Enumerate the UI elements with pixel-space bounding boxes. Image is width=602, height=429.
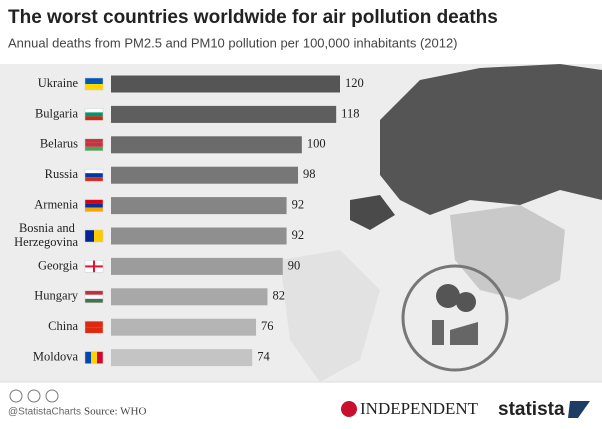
flag: [84, 108, 104, 121]
europe-shape: [350, 195, 395, 230]
flag-stripe: [85, 138, 103, 143]
cc-icons: [9, 389, 59, 403]
flag-stripe: [85, 290, 103, 295]
chart-subtitle: Annual deaths from PM2.5 and PM10 pollut…: [8, 35, 458, 50]
handle: @StatistaCharts: [8, 407, 81, 418]
cc-icon: [27, 389, 41, 403]
bar: [111, 75, 340, 93]
value-label: 98: [303, 167, 316, 181]
flag-stripe: [85, 321, 103, 328]
flag: [84, 138, 104, 152]
category-label: Armenia: [34, 197, 78, 211]
value-label: 90: [288, 258, 301, 272]
factory-icon: [432, 320, 478, 345]
russia-shape: [380, 64, 602, 215]
source: Source: WHO: [84, 406, 146, 418]
flag-stripe: [85, 203, 103, 208]
bar: [111, 227, 287, 245]
category-label: Moldova: [33, 349, 79, 363]
value-label: 76: [261, 319, 274, 333]
cc-icon: [9, 389, 23, 403]
category-label: Belarus: [40, 137, 78, 151]
flag-stripe: [97, 351, 103, 364]
cc-icon: [45, 389, 59, 403]
flag-cross: [85, 265, 103, 268]
bar: [111, 105, 337, 123]
value-label: 118: [341, 106, 359, 120]
flag: [84, 260, 104, 273]
value-label: 100: [307, 137, 326, 151]
flag-stripe: [85, 108, 103, 113]
flag-border: [84, 290, 104, 304]
smoke-icon: [456, 292, 476, 312]
bar: [111, 136, 302, 154]
flag-border: [84, 108, 104, 121]
value-label: 92: [292, 228, 305, 242]
flag-stripe: [85, 116, 103, 121]
flag: [84, 168, 104, 182]
bar: [111, 318, 257, 336]
flag-border: [84, 77, 104, 91]
flag-border: [84, 320, 104, 334]
flag-border: [84, 260, 104, 273]
flag: [84, 320, 104, 334]
flag-stripe: [85, 199, 103, 204]
flag-stripe: [85, 298, 103, 303]
flag: [84, 199, 104, 212]
category-label: Ukraine: [38, 76, 79, 90]
flag-stripe: [94, 230, 103, 242]
flag: [84, 351, 104, 364]
smoke-icon: [436, 284, 460, 308]
flag-stripe: [85, 173, 103, 178]
category-label: Russia: [45, 167, 79, 181]
flag-border: [84, 138, 104, 152]
bar: [111, 288, 268, 306]
flag-border: [84, 199, 104, 212]
flag-stripe: [85, 177, 103, 182]
flag-stripe: [85, 327, 103, 334]
flag-stripe: [85, 294, 103, 299]
flag: [84, 229, 104, 243]
flag: [84, 77, 104, 91]
africa-shape: [280, 250, 380, 382]
statista-mark: [568, 401, 590, 418]
flag-stripe: [85, 112, 103, 117]
value-label: 74: [257, 349, 270, 363]
flag-stripe: [85, 84, 103, 90]
flag-border: [84, 229, 104, 243]
chart-title: The worst countries worldwide for air po…: [8, 7, 498, 28]
flag-stripe: [85, 169, 103, 174]
factory-icon-circle: [401, 264, 509, 372]
flag-stripe: [85, 78, 103, 84]
flag-stripe: [85, 207, 103, 212]
bar: [111, 349, 253, 367]
bar: [111, 257, 283, 275]
independent-eagle: [341, 401, 357, 417]
bar: [111, 197, 287, 215]
china-shape: [450, 205, 565, 300]
flag-border: [84, 168, 104, 182]
statista-logo: statista: [498, 399, 565, 420]
flag: [84, 290, 104, 304]
bar: [111, 166, 299, 184]
flag-stripe: [85, 230, 94, 242]
value-label: 82: [272, 289, 285, 303]
flag-border: [84, 351, 104, 364]
category-label: China: [48, 319, 78, 333]
category-label: Georgia: [38, 258, 78, 272]
category-label: Hungary: [34, 289, 78, 303]
flag-stripe: [85, 142, 103, 147]
flag-stripe: [85, 146, 103, 151]
flag-stripe: [91, 351, 97, 364]
value-label: 120: [345, 76, 364, 90]
flag-stripe: [85, 351, 91, 364]
category-label: Bulgaria: [35, 106, 78, 120]
independent-logo: INDEPENDENT: [360, 399, 479, 418]
value-label: 92: [292, 197, 305, 211]
category-label: Bosnia and Herzegovina: [14, 221, 78, 249]
